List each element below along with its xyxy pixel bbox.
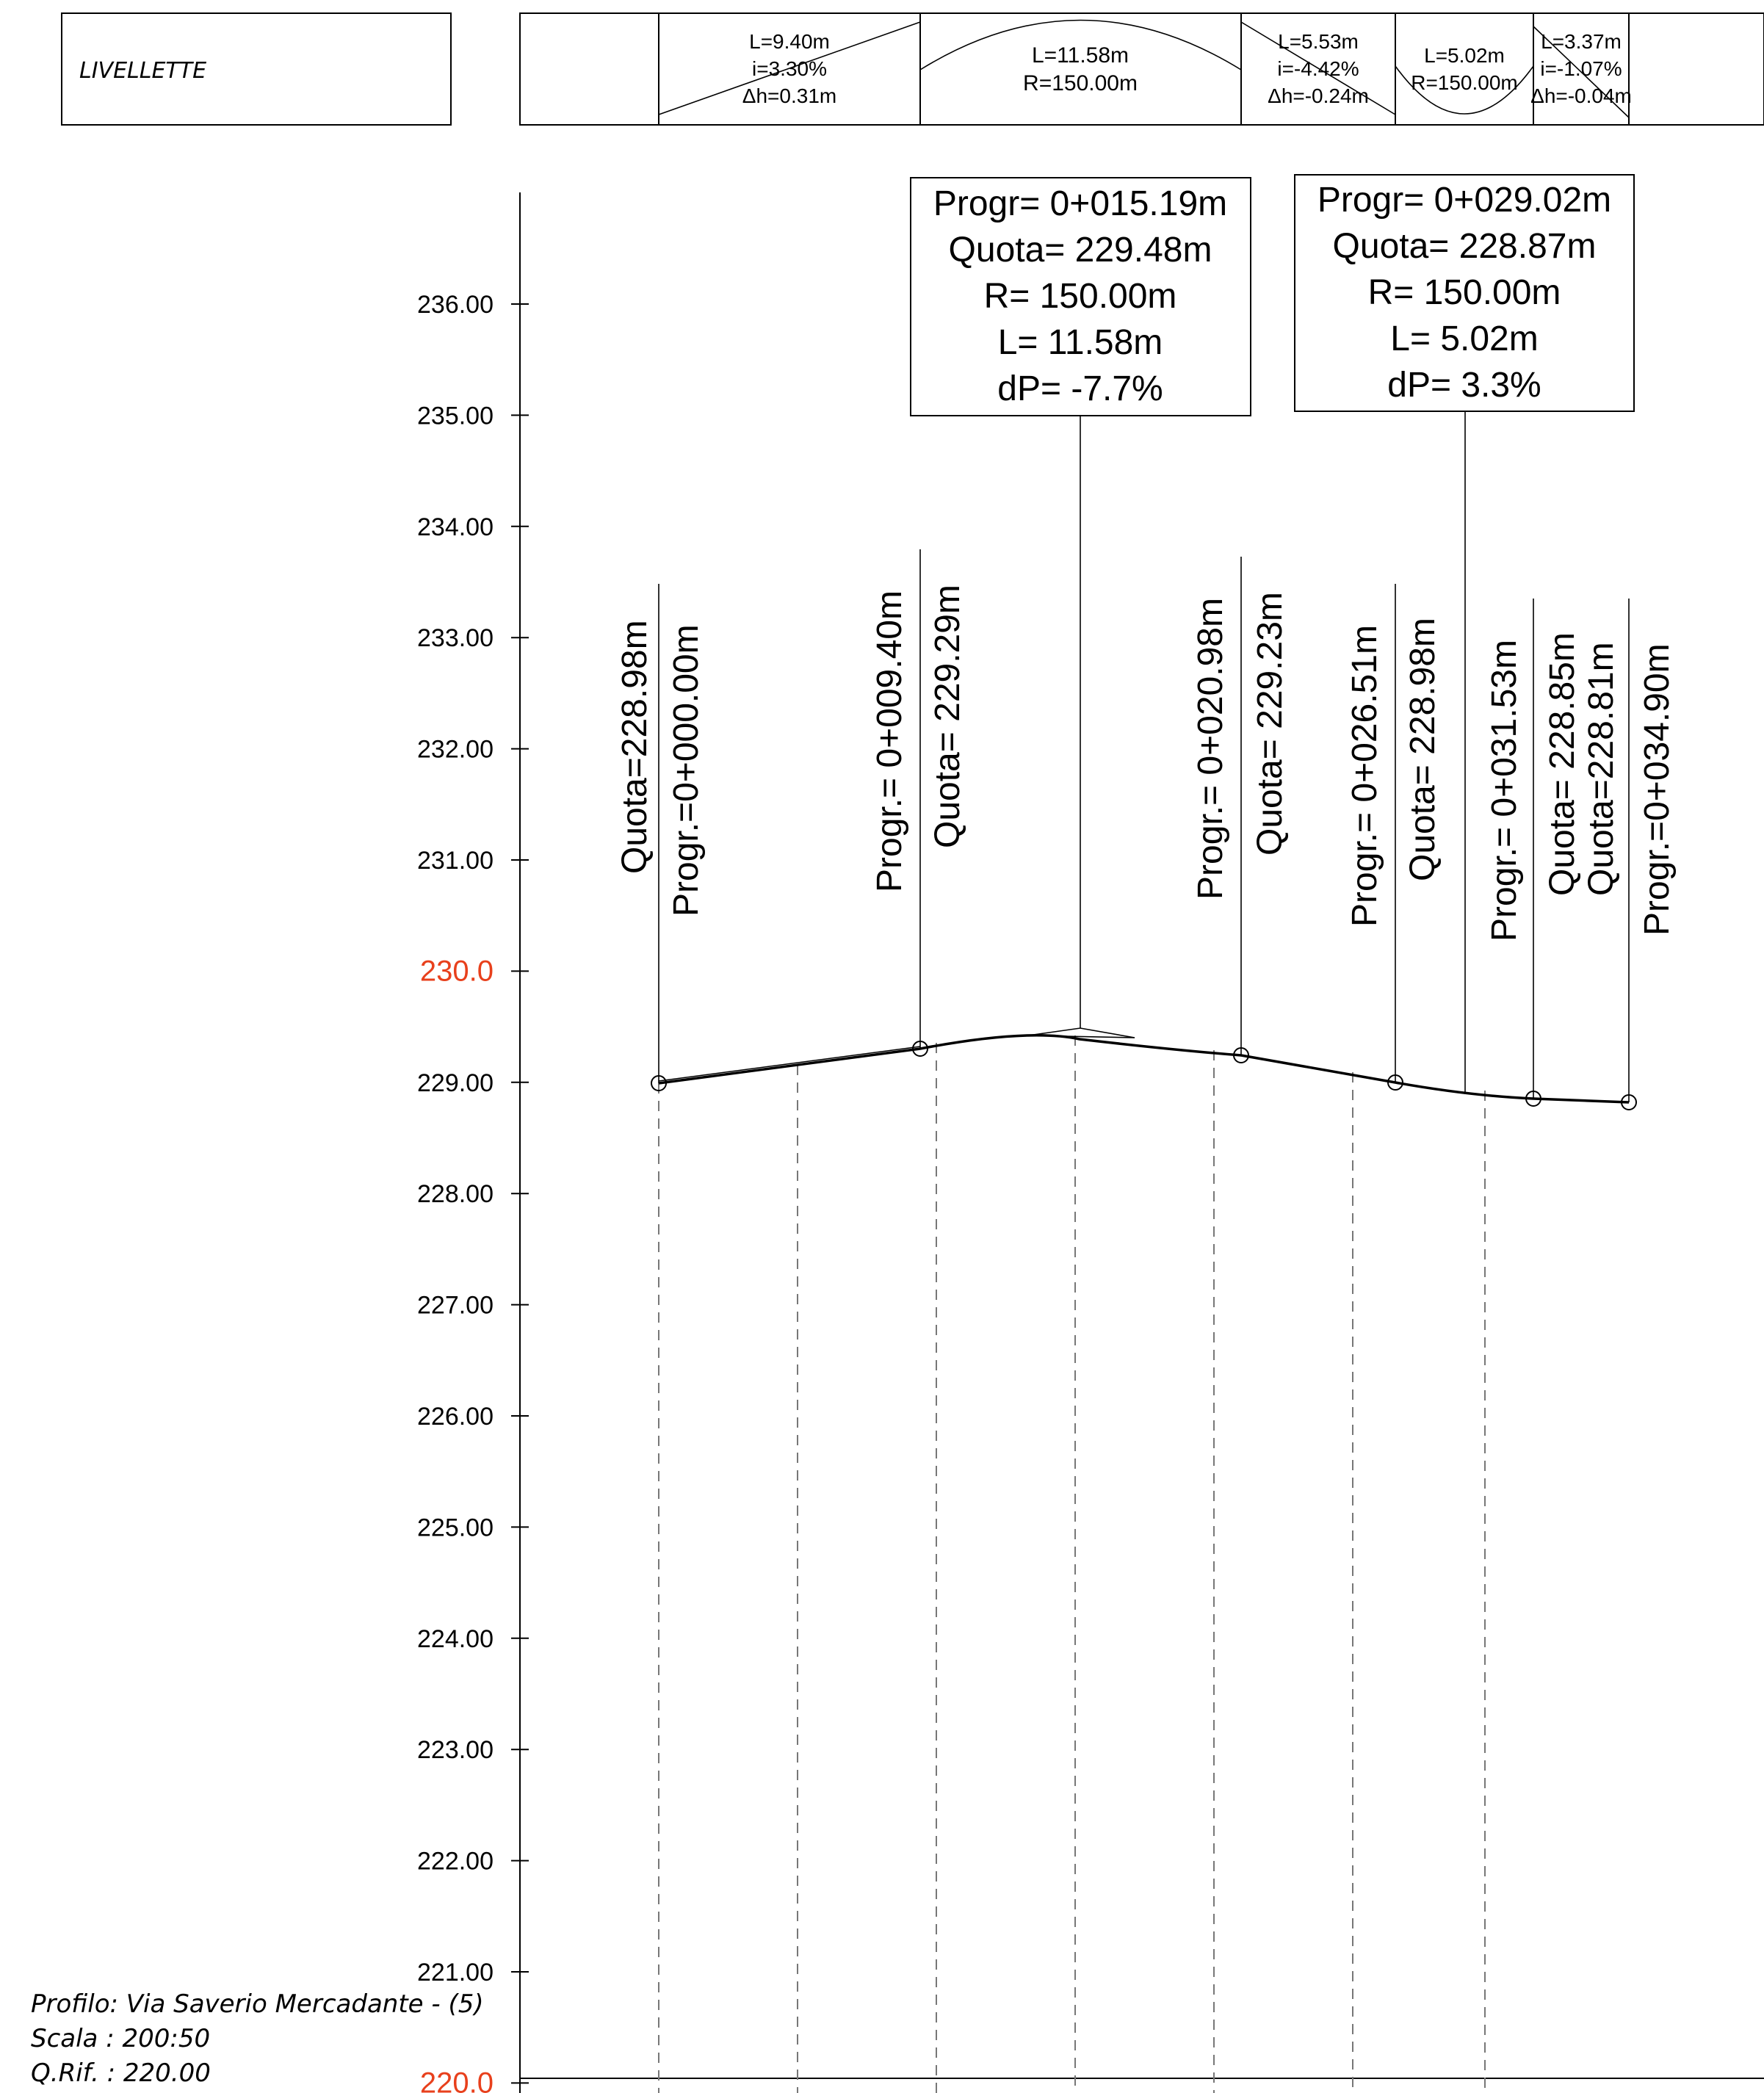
station-point-4: [1387, 1074, 1403, 1091]
segment-1-delta-h: Δh=0.31m: [742, 84, 836, 107]
segment-1-slope: i=3.30%: [752, 57, 827, 80]
vertex-2-radius: R= 150.00m: [1368, 273, 1561, 312]
vertex-1-quota: Quota= 229.48m: [949, 231, 1212, 270]
axis-tick-label: 222.00: [417, 1848, 494, 1876]
footer-scale: Scala : 200:50: [31, 2024, 210, 2053]
axis-tick-label: 236.00: [417, 291, 494, 319]
axis-tick-label: 232.00: [417, 736, 494, 764]
segment-5-length: L=3.37m: [1541, 30, 1622, 53]
segment-5-delta-h: Δh=-0.04m: [1530, 84, 1632, 107]
vertex-2-quota: Quota= 228.87m: [1333, 227, 1597, 266]
station-point-2: [912, 1041, 928, 1057]
footer-profile-name: Profilo: Via Saverio Mercadante - (5): [31, 1989, 484, 2019]
station-point-3: [1233, 1047, 1249, 1063]
elevation-axis: 236.00 235.00 234.00 233.00 232.00 231.00 230.…: [417, 192, 1764, 2093]
vertex-2-progr: Progr= 0+029.02m: [1317, 181, 1611, 220]
station-point-1: [651, 1075, 667, 1091]
axis-tick-label: 223.00: [417, 1736, 494, 1764]
station-point-5: [1525, 1091, 1541, 1107]
vertex-2-length: L= 5.02m: [1390, 319, 1538, 358]
station-point-6: [1621, 1094, 1637, 1110]
axis-tick-label: 233.00: [417, 624, 494, 652]
livelletta-segment-5: L=3.37m i=-1.07% Δh=-0.04m: [1530, 26, 1632, 118]
livellette-strip: L=9.40m i=3.30% Δh=0.31m L=11.58m R=150.…: [519, 12, 1764, 126]
livelletta-segment-4: L=5.02m R=150.00m: [1395, 44, 1534, 115]
segment-5-slope: i=-1.07%: [1540, 57, 1622, 80]
segment-3-slope: i=-4.42%: [1277, 57, 1359, 80]
livellette-title-box: LIVELLETTE: [61, 12, 452, 126]
axis-tick-label: 225.00: [417, 1514, 494, 1541]
livellette-title: LIVELLETTE: [79, 58, 206, 84]
station-3-label-b: Quota= 229.23m: [1251, 592, 1290, 856]
axis-tick-label: 231.00: [417, 847, 494, 875]
axis-tick-label: 230.0: [420, 955, 494, 987]
segment-2-length: L=11.58m: [1032, 43, 1129, 68]
station-3-label-a: Progr.= 0+020.98m: [1191, 598, 1230, 900]
station-6-label-a: Quota=228.81m: [1582, 642, 1621, 896]
station-4-label-a: Progr.= 0+026.51m: [1345, 625, 1384, 927]
station-1-label-b: Progr.=0+000.00m: [667, 624, 706, 917]
vertex-1-dp: dP= -7.7%: [997, 369, 1163, 408]
segment-3-delta-h: Δh=-0.24m: [1268, 84, 1369, 107]
axis-tick-label: 228.00: [417, 1180, 494, 1208]
station-guides: [658, 1035, 1486, 2093]
axis-tick-label: 227.00: [417, 1292, 494, 1320]
station-4-label-b: Quota= 228.98m: [1403, 618, 1442, 881]
station-5-label-b: Quota= 228.85m: [1543, 632, 1582, 896]
station-2-label-b: Quota= 229.29m: [928, 585, 967, 848]
axis-tick-label: 234.00: [417, 513, 494, 541]
station-6-label-b: Progr.=0+034.90m: [1638, 643, 1677, 936]
vertex-2-dp: dP= 3.3%: [1387, 366, 1541, 405]
footer-reference: Q.Rif. : 220.00: [31, 2058, 211, 2088]
vertex-1-radius: R= 150.00m: [984, 277, 1177, 316]
axis-tick-label: 235.00: [417, 402, 494, 430]
station-labels: Quota=228.98m Progr.=0+000.00m Progr.= 0…: [615, 585, 1677, 941]
station-2-label-a: Progr.= 0+009.40m: [870, 590, 909, 892]
vertex-box-1: Progr= 0+015.19m Quota= 229.48m R= 150.0…: [910, 177, 1251, 416]
profile-footer: Profilo: Via Saverio Mercadante - (5) Sc…: [31, 1989, 484, 2088]
axis-tick-label: 226.00: [417, 1403, 494, 1431]
segment-4-length: L=5.02m: [1424, 44, 1505, 67]
station-1-label-a: Quota=228.98m: [615, 620, 654, 874]
segment-4-radius: R=150.00m: [1411, 71, 1518, 94]
segment-2-radius: R=150.00m: [1023, 71, 1138, 95]
axis-tick-label: 229.00: [417, 1069, 494, 1097]
vertex-1-length: L= 11.58m: [998, 323, 1163, 362]
livelletta-segment-3: L=5.53m i=-4.42% Δh=-0.24m: [1240, 21, 1396, 115]
profile-line: [658, 1027, 1630, 1104]
segment-1-length: L=9.40m: [749, 30, 830, 53]
livelletta-segment-2: L=11.58m R=150.00m: [919, 19, 1242, 95]
station-5-label-a: Progr.= 0+031.53m: [1485, 640, 1524, 941]
axis-tick-label: 224.00: [417, 1625, 494, 1653]
station-points: [651, 549, 1637, 1110]
segment-3-length: L=5.53m: [1278, 30, 1359, 53]
vertex-tangent-mark: [1027, 1035, 1135, 1038]
axis-tick-label: 220.0: [420, 2067, 494, 2093]
vertex-1-progr: Progr= 0+015.19m: [933, 184, 1227, 223]
axis-tick-label: 221.00: [417, 1959, 494, 1987]
livelletta-segment-1: L=9.40m i=3.30% Δh=0.31m: [658, 21, 921, 115]
vertex-box-2: Progr= 0+029.02m Quota= 228.87m R= 150.0…: [1294, 174, 1635, 412]
